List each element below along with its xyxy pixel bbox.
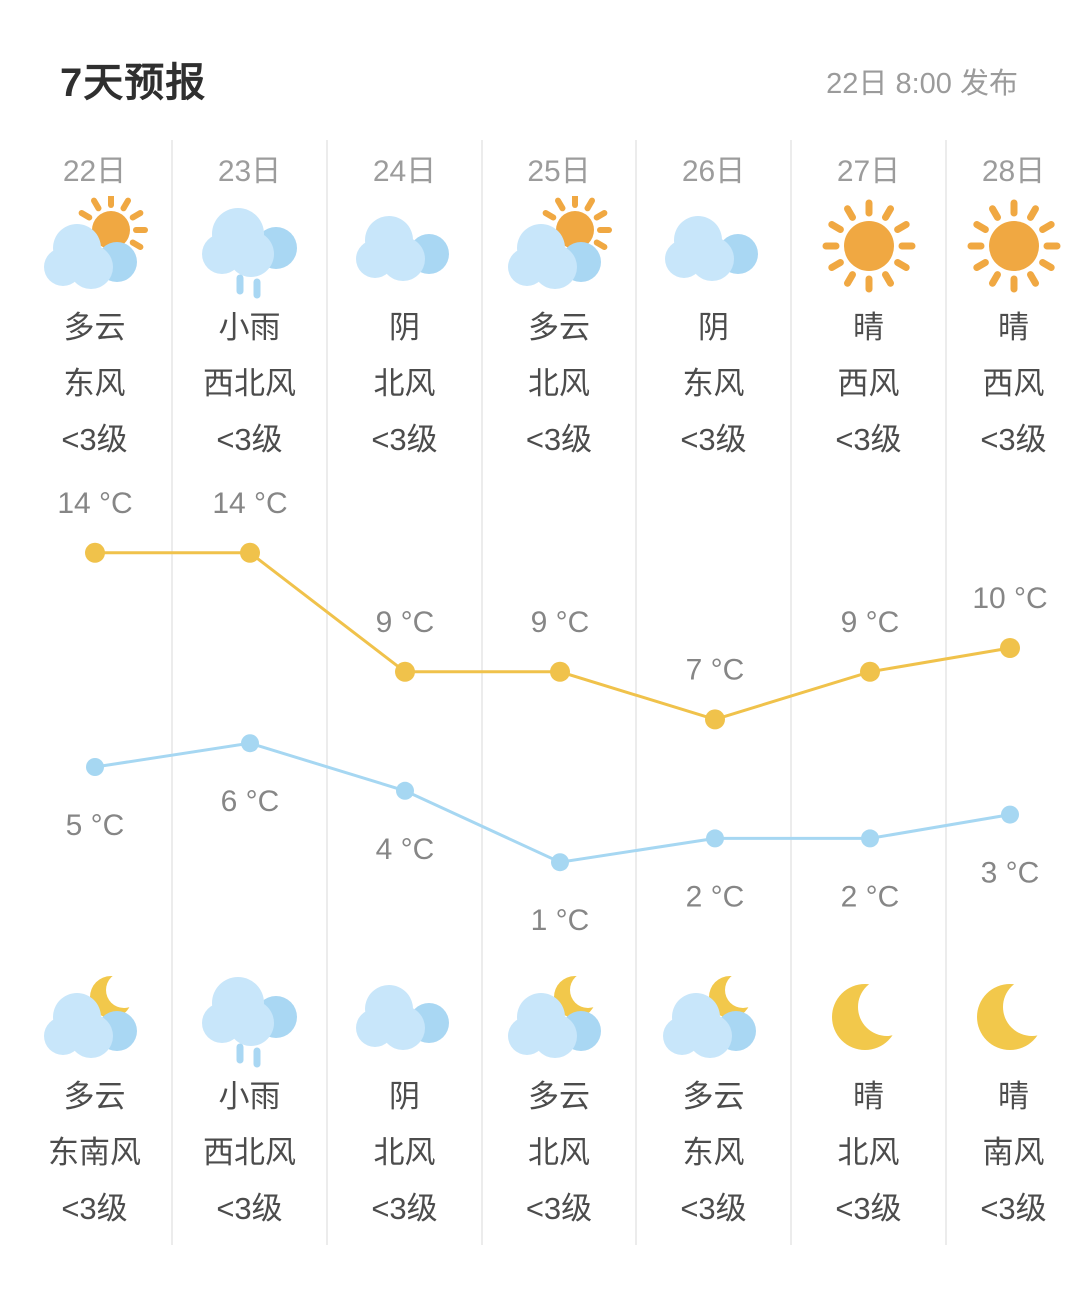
date-label: 28日 — [981, 155, 1046, 188]
night-condition: 多云 — [682, 1079, 745, 1114]
forecast-column[interactable]: 23日 小雨 西北风 <3级 小雨 西北风 <3级 — [173, 140, 328, 1245]
night-wind-level: <3级 — [216, 1191, 283, 1226]
rain-icon — [194, 965, 306, 1069]
date-label: 26日 — [681, 155, 746, 188]
cloudy-sun-icon — [39, 196, 151, 300]
page-title: 7天预报 — [60, 61, 207, 105]
night-wind-direction: 东南风 — [48, 1135, 141, 1170]
night-wind-direction: 西北风 — [203, 1135, 296, 1170]
day-wind-direction: 东风 — [682, 366, 745, 401]
day-condition: 多云 — [63, 310, 126, 345]
night-condition: 晴 — [853, 1079, 884, 1114]
night-condition: 晴 — [998, 1079, 1029, 1114]
night-block: 多云 东南风 <3级 — [39, 961, 151, 1237]
day-wind-direction: 北风 — [373, 366, 436, 401]
cloudy-moon-icon — [658, 965, 770, 1069]
day-wind-level: <3级 — [980, 422, 1047, 457]
day-wind-direction: 东风 — [63, 366, 126, 401]
day-wind-direction: 北风 — [528, 366, 590, 401]
day-condition: 小雨 — [218, 310, 281, 345]
day-wind-level: <3级 — [216, 422, 283, 457]
night-wind-level: <3级 — [525, 1191, 593, 1226]
night-wind-level: <3级 — [835, 1191, 902, 1226]
night-wind-level: <3级 — [680, 1191, 747, 1226]
rain-icon — [194, 196, 306, 300]
day-wind-level: <3级 — [835, 422, 902, 457]
day-condition: 晴 — [998, 310, 1029, 345]
night-wind-level: <3级 — [980, 1191, 1047, 1226]
night-wind-direction: 东风 — [682, 1135, 745, 1170]
day-condition: 阴 — [389, 310, 420, 345]
forecast-column[interactable]: 26日 阴 东风 <3级 多云 东风 <3级 — [637, 140, 792, 1245]
cloudy-sun-icon — [503, 196, 615, 300]
date-label: 22日 — [62, 155, 127, 188]
forecast-column[interactable]: 22日 多云 东风 <3级 多云 东南风 <3级 — [0, 140, 173, 1245]
night-block: 多云 北风 <3级 — [503, 961, 615, 1237]
header: 7天预报 22日 8:00 发布 — [0, 0, 1080, 140]
date-label: 27日 — [836, 155, 901, 188]
day-wind-level: <3级 — [680, 422, 747, 457]
night-condition: 多云 — [63, 1079, 126, 1114]
sun-icon — [813, 196, 925, 300]
date-label: 23日 — [217, 155, 282, 188]
sun-icon — [958, 196, 1070, 300]
day-wind-direction: 西北风 — [203, 366, 296, 401]
cloud-icon — [349, 196, 461, 300]
night-block: 晴 南风 <3级 — [958, 961, 1070, 1237]
night-wind-direction: 北风 — [373, 1135, 436, 1170]
cloudy-moon-icon — [39, 965, 151, 1069]
day-wind-direction: 西风 — [837, 366, 900, 401]
night-wind-level: <3级 — [371, 1191, 438, 1226]
day-condition: 阴 — [698, 310, 729, 345]
publish-time: 22日 8:00 发布 — [826, 68, 1018, 100]
forecast-column[interactable]: 27日 晴 西风 <3级 晴 北风 <3级 — [792, 140, 947, 1245]
day-wind-level: <3级 — [525, 422, 593, 457]
cloudy-moon-icon — [503, 965, 615, 1069]
cloud-icon — [658, 196, 770, 300]
night-block: 晴 北风 <3级 — [813, 961, 925, 1237]
night-wind-direction: 南风 — [982, 1135, 1045, 1170]
night-block: 阴 北风 <3级 — [349, 961, 461, 1237]
day-condition: 多云 — [528, 310, 590, 345]
night-condition: 多云 — [528, 1079, 590, 1114]
day-wind-level: <3级 — [371, 422, 438, 457]
day-condition: 晴 — [853, 310, 884, 345]
moon-icon — [958, 965, 1070, 1069]
cloud-icon — [349, 965, 461, 1069]
date-label: 24日 — [372, 155, 437, 188]
forecast-grid: 22日 多云 东风 <3级 多云 东南风 <3级 23日 小雨 西北风 <3级 … — [0, 140, 1080, 1245]
night-wind-direction: 北风 — [837, 1135, 900, 1170]
forecast-column[interactable]: 24日 阴 北风 <3级 阴 北风 <3级 — [328, 140, 483, 1245]
night-block: 多云 东风 <3级 — [658, 961, 770, 1237]
night-condition: 小雨 — [218, 1079, 281, 1114]
day-wind-direction: 西风 — [982, 366, 1045, 401]
night-wind-direction: 北风 — [528, 1135, 590, 1170]
night-condition: 阴 — [389, 1079, 420, 1114]
forecast-column[interactable]: 25日 多云 北风 <3级 多云 北风 <3级 — [483, 140, 637, 1245]
forecast-column[interactable]: 28日 晴 西风 <3级 晴 南风 <3级 — [947, 140, 1080, 1245]
date-label: 25日 — [527, 155, 591, 188]
night-wind-level: <3级 — [61, 1191, 128, 1226]
moon-icon — [813, 965, 925, 1069]
day-wind-level: <3级 — [61, 422, 128, 457]
night-block: 小雨 西北风 <3级 — [194, 961, 306, 1237]
